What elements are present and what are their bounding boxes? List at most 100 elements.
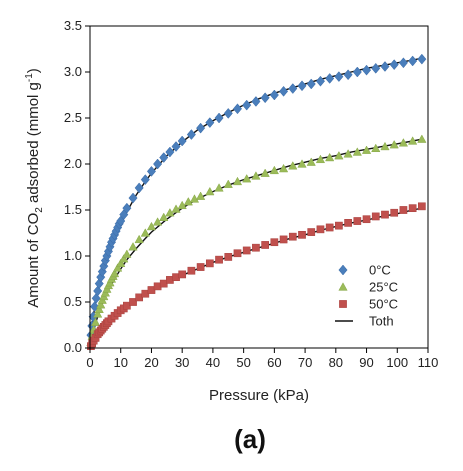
data-point-square xyxy=(298,230,306,239)
data-point-square xyxy=(371,212,380,221)
data-point-triangle xyxy=(214,183,224,192)
y-axis-title-sub: 2 xyxy=(34,207,45,213)
y-tick-label: 2.5 xyxy=(64,110,82,125)
series-triangle xyxy=(86,134,427,347)
data-point-square xyxy=(390,208,399,217)
legend-label: 0°C xyxy=(369,263,391,278)
data-points xyxy=(86,53,427,351)
data-point-square xyxy=(261,241,269,249)
data-point-diamond xyxy=(90,301,100,312)
data-point-triangle xyxy=(205,186,215,196)
data-point-triangle xyxy=(232,176,243,186)
data-point-square xyxy=(381,210,389,219)
data-point-triangle xyxy=(306,157,316,166)
data-point-triangle xyxy=(398,138,409,147)
data-point-diamond xyxy=(279,85,289,97)
data-point-square xyxy=(224,253,233,261)
data-point-triangle xyxy=(159,212,169,222)
data-point-diamond xyxy=(196,122,206,134)
data-point-square xyxy=(215,255,223,264)
data-point-square xyxy=(307,228,316,236)
data-point-diamond xyxy=(269,89,279,101)
tick-labels: 0.0 0.5 1.0 1.5 2.0 2.5 3.0 3.5 0 10 20 30 40 50 60 70 8… xyxy=(64,18,438,370)
data-point-square xyxy=(362,215,371,224)
data-point-triangle xyxy=(352,147,362,156)
legend-label: 50°C xyxy=(369,297,398,312)
x-tick-label: 60 xyxy=(267,355,281,370)
x-tick-label: 50 xyxy=(236,355,250,370)
data-point-triangle xyxy=(361,145,372,154)
data-point-diamond xyxy=(306,78,316,90)
y-tick-label: 3.0 xyxy=(64,64,82,79)
data-point-diamond xyxy=(177,135,187,147)
x-axis-title: Pressure (kPa) xyxy=(209,387,309,404)
x-tick-label: 70 xyxy=(298,355,312,370)
data-point-square xyxy=(252,243,260,252)
data-point-diamond xyxy=(93,285,103,297)
x-tick-label: 90 xyxy=(359,355,373,370)
x-tick-label: 20 xyxy=(144,355,158,370)
series-diamond xyxy=(86,53,427,341)
x-tick-label: 100 xyxy=(386,355,408,370)
x-tick-label: 80 xyxy=(329,355,343,370)
legend-symbol-square xyxy=(339,300,347,308)
data-point-triangle xyxy=(183,197,193,206)
data-point-triangle xyxy=(96,300,106,309)
data-point-square xyxy=(187,266,196,275)
data-point-square xyxy=(242,246,251,255)
legend-symbol-diamond xyxy=(338,264,348,276)
data-point-square xyxy=(418,202,426,211)
data-point-diamond xyxy=(352,66,362,78)
data-point-triangle xyxy=(146,221,157,231)
data-point-diamond xyxy=(122,202,132,214)
x-tick-label: 10 xyxy=(113,355,127,370)
data-point-diamond xyxy=(91,292,101,304)
data-point-triangle xyxy=(260,168,270,177)
data-point-diamond xyxy=(205,117,215,128)
data-point-triangle xyxy=(251,171,261,180)
data-point-diamond xyxy=(417,53,427,65)
y-tick-label: 1.5 xyxy=(64,202,82,217)
data-point-diamond xyxy=(232,103,243,115)
data-point-diamond xyxy=(140,174,150,186)
data-point-square xyxy=(353,217,362,225)
data-point-triangle xyxy=(371,143,381,153)
data-point-square xyxy=(178,270,187,279)
data-point-diamond xyxy=(362,64,372,76)
data-point-square xyxy=(316,225,325,234)
data-point-diamond xyxy=(128,192,138,204)
data-point-triangle xyxy=(90,317,101,326)
data-point-diamond xyxy=(242,99,252,111)
data-point-diamond xyxy=(288,83,298,94)
data-point-square xyxy=(279,235,288,244)
data-point-square xyxy=(270,238,279,247)
data-point-diamond xyxy=(325,73,335,84)
data-point-square xyxy=(288,232,297,241)
plot-frame xyxy=(89,25,429,349)
data-point-diamond xyxy=(334,71,344,82)
data-point-triangle xyxy=(223,179,233,188)
data-point-triangle xyxy=(93,309,103,318)
data-point-diamond xyxy=(153,158,163,170)
data-point-diamond xyxy=(343,69,353,81)
data-point-triangle xyxy=(113,263,123,272)
data-point-triangle xyxy=(269,165,279,175)
data-point-square xyxy=(344,219,352,227)
data-point-square xyxy=(129,298,137,306)
data-point-diamond xyxy=(398,57,408,69)
data-point-triangle xyxy=(119,254,129,263)
x-tick-label: 110 xyxy=(418,355,439,370)
legend-symbol-triangle xyxy=(338,282,348,291)
data-point-triangle xyxy=(288,161,298,170)
legend: 0°C 25°C 50°C Toth xyxy=(335,263,398,329)
data-point-triangle xyxy=(94,304,104,314)
legend-label: Toth xyxy=(369,314,394,329)
data-point-square xyxy=(325,223,334,232)
data-point-diamond xyxy=(214,112,224,124)
data-point-diamond xyxy=(297,80,307,92)
data-point-diamond xyxy=(380,61,390,72)
data-point-triangle xyxy=(109,268,120,278)
y-axis-title-mid: adsorbed (mmol g xyxy=(25,82,42,207)
y-tick-label: 0.5 xyxy=(64,294,82,309)
